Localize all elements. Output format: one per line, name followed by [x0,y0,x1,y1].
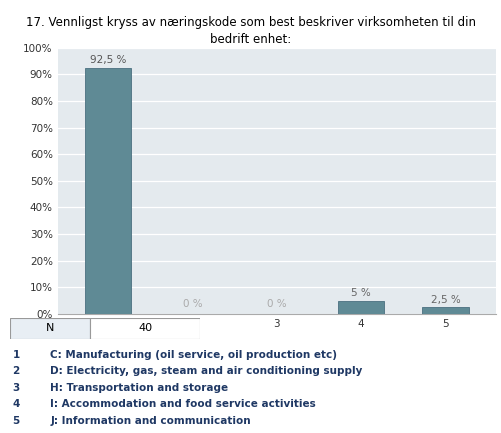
Bar [338,301,384,314]
Text: 5: 5 [13,416,20,426]
Text: C: Manufacturing (oil service, oil production etc): C: Manufacturing (oil service, oil produ… [50,350,337,360]
Text: 0 %: 0 % [267,299,287,309]
Bar [90,318,200,339]
Bar [10,318,90,339]
Text: 4: 4 [13,399,20,409]
Bar [85,68,131,314]
Text: N: N [46,323,54,333]
Text: 17. Vennligst kryss av næringskode som best beskriver virksomheten til din
bedri: 17. Vennligst kryss av næringskode som b… [26,16,475,46]
Text: 3: 3 [13,383,20,393]
Text: 2: 2 [13,366,20,376]
Text: 92,5 %: 92,5 % [90,55,126,65]
Text: 40: 40 [138,323,152,333]
Text: I: Accommodation and food service activities: I: Accommodation and food service activi… [50,399,316,409]
Text: 5 %: 5 % [351,288,371,298]
Text: D: Electricity, gas, steam and air conditioning supply: D: Electricity, gas, steam and air condi… [50,366,363,376]
Text: 1: 1 [13,350,20,360]
Text: 0 %: 0 % [183,299,202,309]
Text: 2,5 %: 2,5 % [430,295,460,305]
Text: H: Transportation and storage: H: Transportation and storage [50,383,228,393]
Bar [422,307,468,314]
Text: J: Information and communication: J: Information and communication [50,416,250,426]
